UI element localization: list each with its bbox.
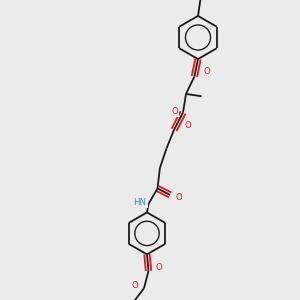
- Text: O: O: [171, 106, 178, 116]
- Text: O: O: [156, 263, 162, 272]
- Text: O: O: [176, 193, 182, 202]
- Text: O: O: [184, 121, 191, 130]
- Text: O: O: [132, 281, 138, 290]
- Text: O: O: [204, 67, 210, 76]
- Text: HN: HN: [134, 198, 147, 207]
- Text: O: O: [208, 0, 215, 2]
